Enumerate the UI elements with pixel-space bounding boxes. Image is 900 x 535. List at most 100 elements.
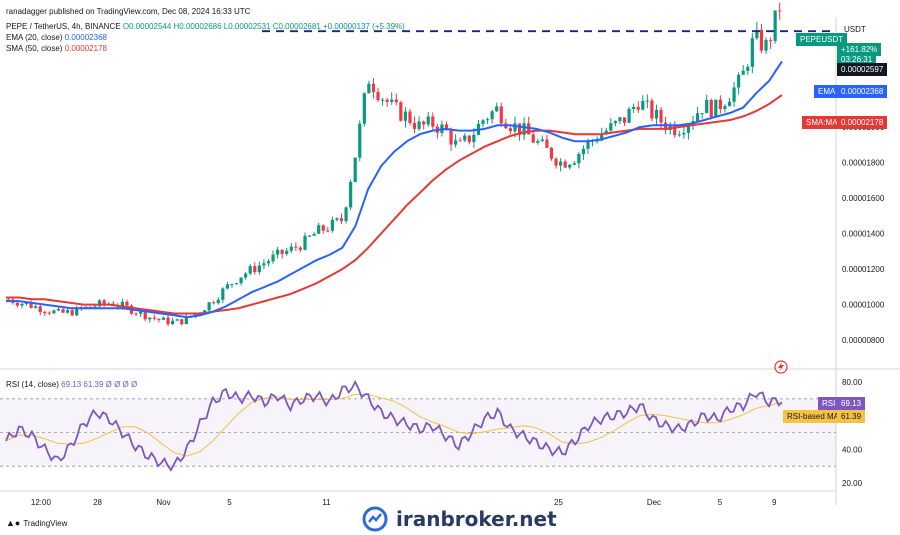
ema-legend[interactable]: EMA (20, close) 0.00002368	[6, 33, 107, 42]
candle-body[interactable]	[207, 302, 211, 311]
candle-body[interactable]	[47, 312, 51, 314]
candle-body[interactable]	[444, 124, 449, 131]
candle-body[interactable]	[66, 310, 70, 313]
candle-body[interactable]	[522, 123, 526, 135]
candle-body[interactable]	[157, 318, 161, 320]
candle-body[interactable]	[549, 147, 554, 159]
candle-body[interactable]	[741, 70, 745, 75]
candle-body[interactable]	[718, 99, 722, 110]
candle-body[interactable]	[750, 38, 754, 67]
candle-body[interactable]	[230, 284, 234, 286]
candle-body[interactable]	[97, 300, 102, 307]
candle-body[interactable]	[180, 319, 184, 325]
candle-body[interactable]	[221, 288, 225, 300]
candle-body[interactable]	[394, 99, 398, 103]
tradingview-logo[interactable]: ▲● TradingView	[6, 518, 67, 528]
candle-body[interactable]	[61, 309, 65, 313]
candle-body[interactable]	[517, 123, 522, 135]
candle-body[interactable]	[431, 116, 435, 127]
candle-body[interactable]	[705, 99, 709, 114]
candle-body[interactable]	[20, 303, 24, 306]
candle-body[interactable]	[134, 313, 138, 315]
candle-body[interactable]	[257, 265, 261, 272]
candle-body[interactable]	[152, 317, 156, 319]
candle-body[interactable]	[403, 111, 408, 121]
candle-body[interactable]	[371, 83, 376, 92]
candle-body[interactable]	[317, 225, 321, 234]
candle-body[interactable]	[709, 99, 713, 118]
candle-body[interactable]	[636, 106, 640, 110]
candle-body[interactable]	[139, 311, 143, 314]
candle-body[interactable]	[330, 219, 334, 231]
candle-body[interactable]	[682, 132, 686, 135]
candle-body[interactable]	[385, 99, 389, 102]
candle-body[interactable]	[732, 87, 736, 102]
candle-body[interactable]	[773, 10, 777, 41]
candle-body[interactable]	[499, 106, 503, 124]
candle-body[interactable]	[367, 83, 371, 94]
alert-clock-icon[interactable]	[774, 360, 788, 374]
candle-body[interactable]	[120, 301, 124, 307]
candle-body[interactable]	[303, 235, 307, 250]
candle-body[interactable]	[664, 122, 668, 131]
candle-body[interactable]	[472, 134, 476, 143]
candle-body[interactable]	[15, 302, 20, 306]
candle-body[interactable]	[298, 247, 303, 250]
candle-body[interactable]	[294, 246, 298, 248]
candle-body[interactable]	[531, 134, 535, 143]
candle-body[interactable]	[216, 299, 220, 304]
candle-body[interactable]	[723, 106, 727, 110]
candle-body[interactable]	[184, 316, 188, 325]
candle-body[interactable]	[6, 299, 10, 301]
candle-body[interactable]	[586, 140, 590, 149]
candle-body[interactable]	[376, 91, 380, 101]
candle-body[interactable]	[349, 181, 353, 208]
candle-body[interactable]	[449, 130, 453, 145]
candle-body[interactable]	[627, 109, 631, 123]
candle-body[interactable]	[417, 121, 421, 129]
candle-body[interactable]	[399, 102, 403, 121]
candle-body[interactable]	[545, 139, 549, 148]
candle-body[interactable]	[577, 153, 581, 164]
candle-body[interactable]	[572, 163, 576, 165]
candle-body[interactable]	[362, 93, 366, 124]
candle-body[interactable]	[613, 121, 617, 124]
candle-body[interactable]	[622, 117, 627, 123]
candle-body[interactable]	[422, 121, 426, 125]
rsi-legend[interactable]: RSI (14, close) 69.13 61.39 Ø Ø Ø Ø	[6, 380, 137, 389]
candle-body[interactable]	[266, 261, 271, 264]
candle-body[interactable]	[778, 10, 782, 12]
candle-body[interactable]	[24, 302, 29, 304]
candle-body[interactable]	[276, 249, 280, 255]
candle-body[interactable]	[508, 128, 512, 132]
candle-body[interactable]	[737, 74, 741, 88]
candle-body[interactable]	[234, 283, 239, 285]
candle-body[interactable]	[490, 111, 494, 120]
candle-body[interactable]	[34, 306, 38, 308]
candle-body[interactable]	[618, 117, 622, 122]
candle-body[interactable]	[390, 99, 394, 102]
candle-body[interactable]	[695, 113, 700, 122]
candle-body[interactable]	[600, 133, 604, 141]
candle-body[interactable]	[467, 135, 471, 143]
candle-body[interactable]	[659, 109, 663, 123]
candle-body[interactable]	[412, 123, 417, 129]
candle-body[interactable]	[326, 230, 330, 232]
candle-body[interactable]	[161, 317, 166, 320]
candle-body[interactable]	[225, 284, 229, 289]
candle-body[interactable]	[595, 140, 599, 142]
candle-body[interactable]	[212, 302, 216, 304]
candle-body[interactable]	[175, 319, 179, 321]
candle-body[interactable]	[148, 317, 152, 320]
candle-body[interactable]	[540, 139, 544, 142]
candle-body[interactable]	[285, 250, 289, 254]
candle-body[interactable]	[143, 311, 147, 320]
candle-body[interactable]	[358, 123, 362, 158]
candle-body[interactable]	[75, 307, 79, 316]
candle-body[interactable]	[38, 306, 42, 313]
candle-body[interactable]	[609, 123, 613, 131]
candle-body[interactable]	[536, 141, 540, 143]
candle-body[interactable]	[271, 254, 275, 262]
candle-body[interactable]	[321, 225, 325, 231]
